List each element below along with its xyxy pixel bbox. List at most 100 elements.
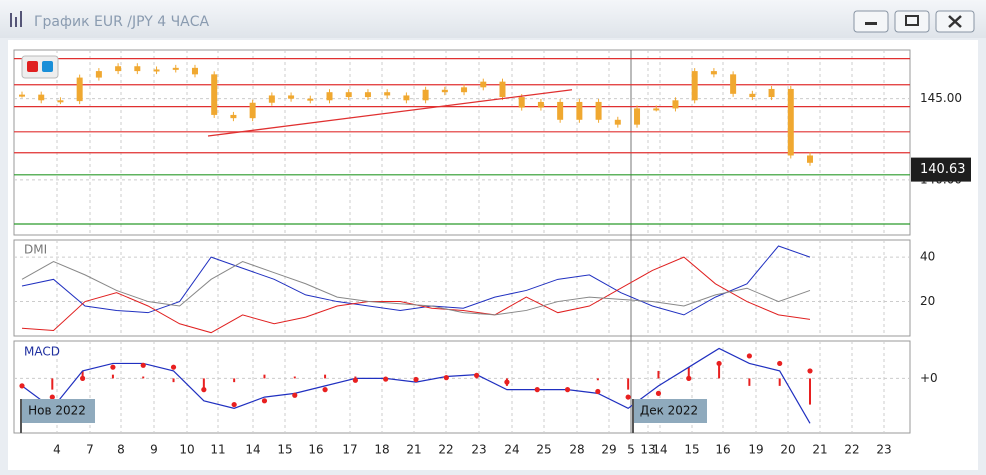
dmi-line [21,245,811,316]
candle [345,92,352,98]
candle [730,74,737,94]
signal-dot [80,375,86,381]
x-tick-label: 23 [876,443,891,457]
candle [76,77,83,102]
x-tick-label: 17 [342,443,357,457]
x-tick-label: 25 [536,443,551,457]
signal-dot [564,387,571,393]
signal-dot [443,375,449,381]
signal-dot [595,388,601,395]
candle [153,69,160,72]
x-tick-label: 10 [179,443,194,457]
candle [749,93,756,98]
signal-dot [686,375,692,381]
candle [384,92,391,96]
app-icon [10,11,22,27]
candle [19,94,25,97]
x-tick-label: 9 [150,443,158,457]
x-tick-label: 28 [569,443,584,457]
last-price-label: 140.63 [920,162,966,177]
candle [422,89,429,101]
signal-dot [474,372,480,379]
maximize-button[interactable] [894,10,930,33]
panel-frame [13,340,911,434]
candle [691,71,698,101]
period-marker [20,399,22,433]
candle [288,95,295,99]
y-tick-label: 20 [920,294,935,308]
dmi-line [21,260,811,316]
signal-dot [49,394,55,400]
x-tick-label: 7 [86,443,94,457]
x-tick-label: 4 [53,443,61,457]
signal-dot [140,362,146,368]
candle [518,97,525,108]
candle [710,71,717,75]
candle [326,92,333,101]
signal-dot [261,398,268,404]
x-tick-label: 11 [210,443,225,457]
candle [480,81,487,88]
x-tick-label: 5 [627,443,635,457]
candle [172,67,179,70]
signal-dot [322,387,328,393]
close-button[interactable] [935,10,975,33]
signal-dot [352,377,358,383]
candle [672,100,679,109]
candle [211,74,218,115]
x-tick-label: 22 [438,443,453,457]
x-tick-label: 23 [471,443,486,457]
candle [38,94,45,101]
signal-dot [110,364,116,370]
x-tick-label: 14 [245,443,260,457]
last-price-box [911,157,971,182]
signal-dot [383,376,389,382]
panel-frame [13,49,911,236]
candle [134,66,141,72]
candle [537,101,544,108]
candle [557,101,564,120]
signal-dot [292,392,298,398]
signal-dot [201,387,207,393]
signal-dot [504,379,510,385]
candle [268,95,275,103]
signal-dot [655,390,662,396]
signal-dot [625,394,631,400]
candle [768,88,775,98]
signal-dot [413,376,419,383]
x-tick-label: 16 [308,443,323,457]
x-tick-label: 19 [748,443,763,457]
signal-dot [19,383,25,389]
signal-dot [807,368,813,374]
period-label: Дек 2022 [640,404,698,418]
y-tick-label: +0 [920,371,938,385]
candle [249,102,256,119]
candle [499,81,506,98]
trendline [207,89,573,137]
candle [614,119,621,125]
candle [807,155,813,163]
x-tick-label: 18 [374,443,389,457]
y-tick-label: 145.00 [920,91,962,105]
signal-dot [231,401,237,408]
candle [115,66,122,72]
color-toggle[interactable] [21,55,59,79]
macd-line [21,347,811,424]
x-tick-label: 16 [715,443,730,457]
candle [57,100,64,103]
x-tick-label: 21 [406,443,421,457]
x-tick-label: 20 [780,443,795,457]
dmi-label: DMI [24,243,47,257]
candle [595,101,602,120]
macd-label: MACD [24,345,60,359]
candle [634,108,641,125]
minimize-button[interactable] [853,10,889,33]
period-label: Нов 2022 [28,404,86,418]
candle [787,88,794,156]
candle [653,108,660,111]
candle [576,101,583,120]
candle [403,95,410,101]
signal-dot [716,360,722,367]
period-badge [20,399,95,423]
candle [230,114,237,119]
